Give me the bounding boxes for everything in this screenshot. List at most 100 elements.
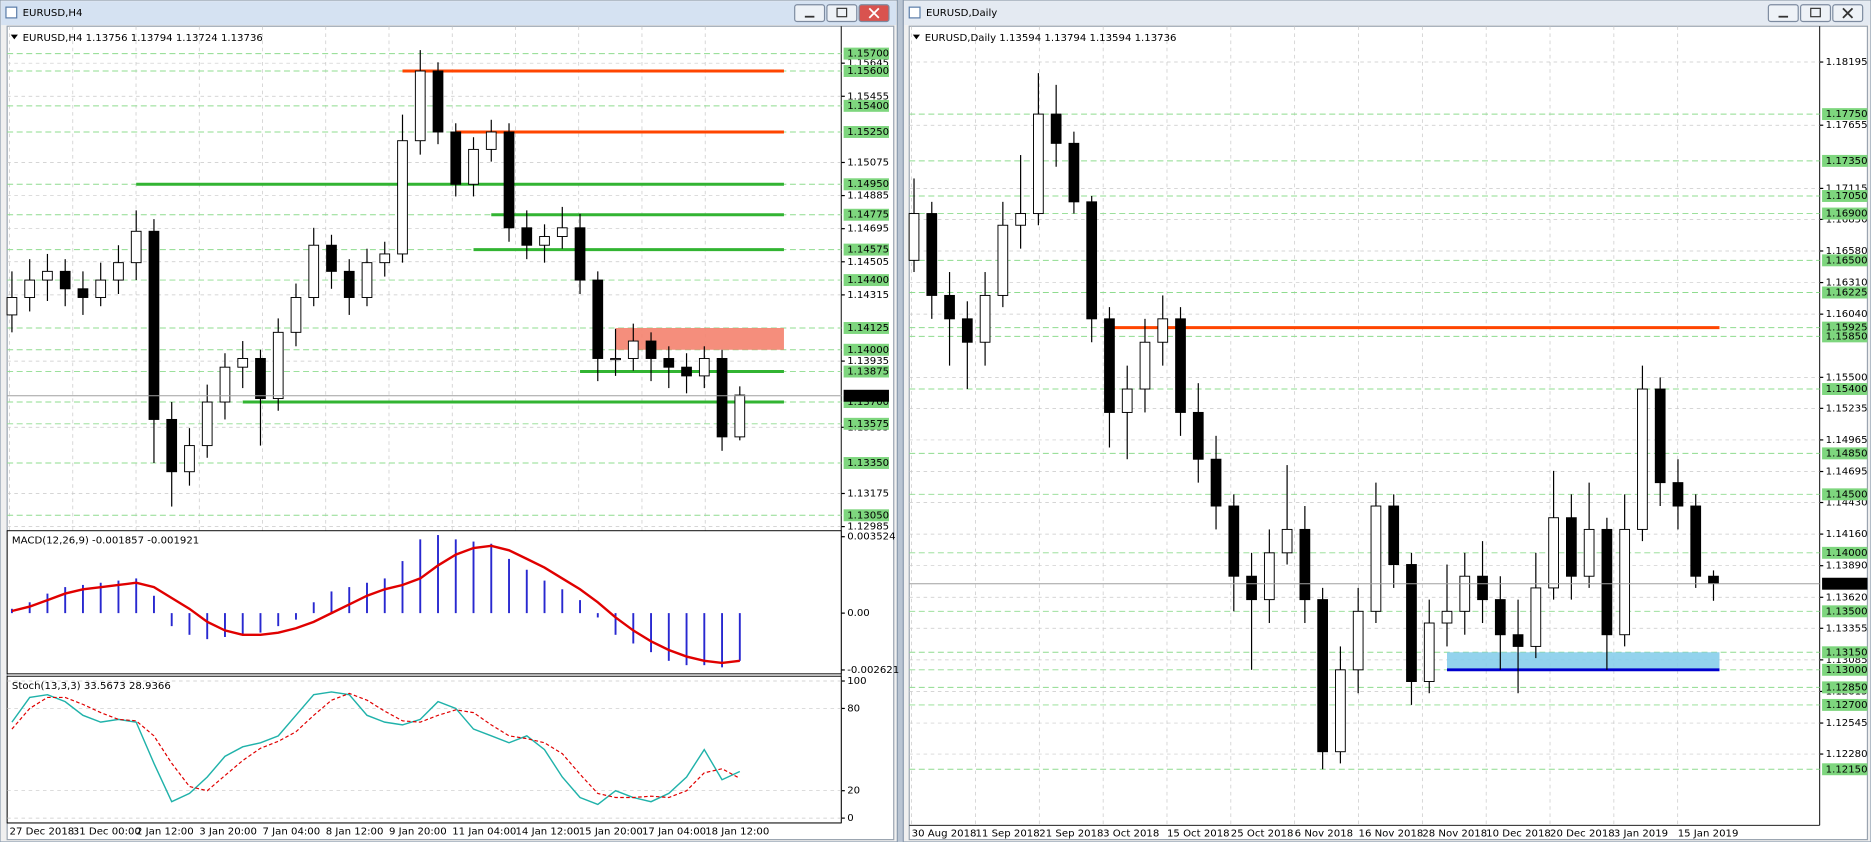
level-tag (1822, 447, 1868, 460)
price-label: 1.13935 (847, 356, 889, 367)
candle-body (574, 227, 586, 281)
level-label: 1.13350 (847, 458, 889, 469)
level-label: 1.14575 (847, 245, 889, 256)
indicator-axis-label: 0 (847, 813, 853, 824)
level-tag (1822, 190, 1868, 202)
minimize-button[interactable] (794, 4, 826, 23)
candle-body (450, 131, 462, 185)
candle-body (308, 244, 320, 298)
level-tag (1822, 321, 1868, 334)
minimize-button[interactable] (1767, 4, 1799, 23)
level-tag (1822, 330, 1868, 343)
candle-body (1352, 610, 1364, 671)
level-tag (1822, 383, 1868, 395)
candle-body (343, 270, 355, 298)
level-label: 1.14400 (847, 275, 889, 286)
level-tag (1822, 286, 1868, 299)
collapse-arrow (10, 34, 18, 40)
title-bar (1, 1, 897, 26)
level-label: 1.16225 (1826, 288, 1868, 299)
button-glyph (836, 7, 848, 18)
price-label: 1.15500 (1826, 372, 1868, 383)
stoch-main (11, 691, 741, 806)
candle-body (148, 230, 160, 420)
candle-body (361, 262, 373, 298)
time-label: 20 Dec 2018 (1550, 829, 1615, 840)
candle-body (1637, 388, 1648, 530)
candle-body (1033, 113, 1044, 215)
candle-body (1263, 552, 1275, 601)
level-label: 1.14000 (847, 345, 889, 356)
candle-body (272, 331, 284, 400)
level-label: 1.15700 (847, 49, 889, 60)
candle-body (645, 340, 657, 359)
candle-body (1708, 575, 1719, 584)
price-label: 1.14505 (847, 257, 889, 268)
level-tag (1822, 681, 1868, 694)
indicator-panel (6, 530, 842, 675)
level-tag (1822, 546, 1868, 559)
indicator-axis-label: 0.003524 (847, 532, 895, 543)
candle-body (1370, 505, 1382, 612)
candle-body (113, 262, 124, 281)
price-label: 1.17655 (1826, 120, 1868, 131)
candle-body (926, 213, 938, 296)
level-label: 1.15400 (847, 101, 889, 112)
candle-body (1175, 318, 1186, 413)
level-label: 1.13050 (847, 510, 889, 521)
time-label: 15 Oct 2018 (1167, 829, 1230, 840)
candle-body (24, 279, 36, 298)
level-tag (843, 99, 889, 112)
current-price-label: 1.13736 (847, 391, 889, 402)
time-label: 10 Dec 2018 (1486, 829, 1551, 840)
macd-signal (11, 544, 740, 665)
candle-body (1654, 388, 1666, 484)
candle-body (432, 70, 444, 133)
level-tag (843, 509, 889, 522)
level-label: 1.14125 (847, 323, 889, 334)
chart-header: EURUSD,H4 1.13756 1.13794 1.13724 1.1373… (23, 33, 263, 44)
level-label: 1.14850 (1826, 448, 1868, 459)
level-label: 1.15400 (1826, 384, 1868, 395)
candle-body (1672, 482, 1684, 507)
candle-body (1139, 341, 1151, 390)
candle-body (592, 279, 604, 359)
candle-body (326, 244, 337, 272)
time-label: 11 Sep 2018 (975, 829, 1039, 840)
price-label: 1.13890 (1826, 561, 1868, 572)
window-icon (5, 6, 18, 19)
candle-body (556, 227, 568, 237)
candle-body (1423, 622, 1435, 682)
level-tag (1822, 207, 1868, 220)
current-price-tag (1822, 577, 1868, 590)
candle-body (944, 294, 955, 320)
candle-body (1548, 517, 1559, 589)
zone (1447, 652, 1720, 670)
level-label: 1.14500 (1826, 489, 1868, 500)
time-label: 17 Jan 04:00 (642, 826, 706, 837)
candle-body (468, 148, 479, 185)
time-label: 27 Dec 2018 (10, 826, 75, 837)
candle-body (539, 236, 550, 246)
level-label: 1.12700 (1826, 700, 1868, 711)
price-label: 1.15645 (847, 58, 889, 69)
candle-body (1441, 610, 1453, 624)
time-label: 18 Jan 12:00 (705, 826, 769, 837)
candle-body (59, 270, 71, 290)
candle-body (219, 366, 231, 403)
time-label: 15 Jan 20:00 (579, 826, 643, 837)
price-label: 1.14315 (847, 290, 889, 301)
maximize-button[interactable] (826, 4, 858, 23)
level-label: 1.13575 (847, 419, 889, 430)
level-label: 1.15600 (847, 66, 889, 77)
price-label: 1.12280 (1826, 749, 1868, 760)
level-tag (1822, 698, 1868, 711)
candle-body (1335, 669, 1346, 753)
candle-body (1512, 634, 1524, 647)
candle-body (1068, 142, 1080, 203)
maximize-button[interactable] (1800, 4, 1832, 23)
price-label: 1.15235 (1826, 403, 1868, 414)
